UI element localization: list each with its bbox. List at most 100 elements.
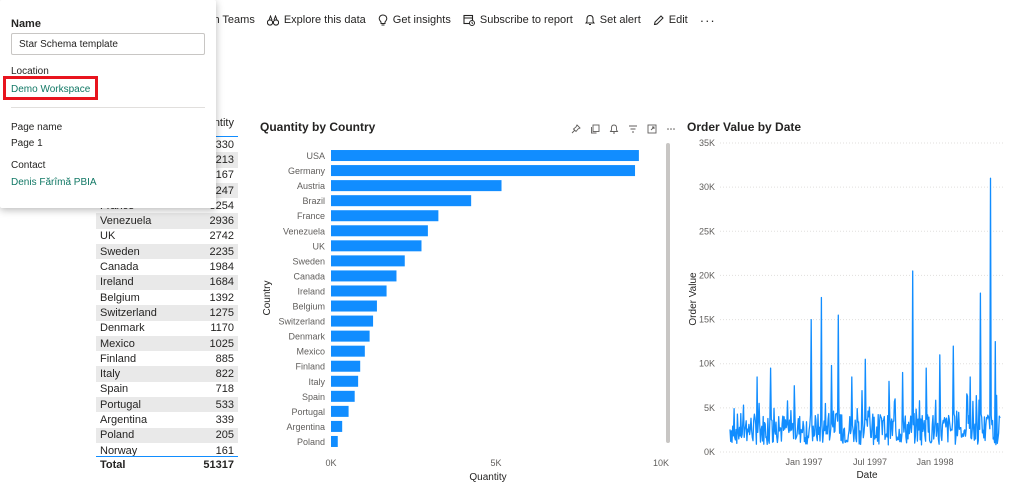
table-row[interactable]: Finland 885 <box>96 351 238 366</box>
bar[interactable] <box>331 315 374 327</box>
table-row[interactable]: Mexico 1025 <box>96 335 238 352</box>
table-row[interactable]: Denmark 1170 <box>96 321 238 336</box>
more-options-icon[interactable] <box>663 122 678 136</box>
x-tick-label: 10K <box>653 458 669 468</box>
bar[interactable] <box>331 435 338 447</box>
bar[interactable] <box>331 270 397 282</box>
bar[interactable] <box>331 255 405 267</box>
x-axis-title: Date <box>856 470 878 481</box>
toolbar-item-label: Edit <box>668 14 688 26</box>
copy-icon[interactable] <box>587 122 602 136</box>
table-row[interactable]: Switzerland 1275 <box>96 305 238 321</box>
set-alert-button[interactable]: Set alert <box>579 8 647 32</box>
bar[interactable] <box>331 150 639 162</box>
alert-bell-icon[interactable] <box>606 122 621 136</box>
edit-button[interactable]: Edit <box>647 8 694 32</box>
chart-scrollbar[interactable] <box>666 143 670 443</box>
panel-divider <box>11 107 205 108</box>
contact-link[interactable]: Denis Fărîmă PBIA <box>11 177 97 188</box>
x-tick-label: Jan 1997 <box>785 457 822 467</box>
quantity-cell: 2742 <box>209 230 234 243</box>
bar[interactable] <box>331 420 343 432</box>
table-row[interactable]: Portugal 533 <box>96 397 238 413</box>
name-label: Name <box>11 18 41 30</box>
quantity-cell: 885 <box>215 352 234 365</box>
bar[interactable] <box>331 405 349 417</box>
report-name-field[interactable]: Star Schema template <box>11 33 205 55</box>
bar[interactable] <box>331 345 365 357</box>
quantity-by-country-chart[interactable]: USA Germany Austria Brazil France Venezuela UK… <box>255 138 680 488</box>
country-cell: Canada <box>100 261 139 274</box>
quantity-cell: 339 <box>215 413 234 426</box>
category-label: Denmark <box>288 332 325 342</box>
order-value-by-date-chart[interactable]: 0K 5K 10K 15K 20K 25K 30K 35K Jan 1997 Jul 1997 Ja… <box>682 134 1017 486</box>
bar[interactable] <box>331 225 428 237</box>
country-cell: Poland <box>100 429 135 442</box>
quantity-cell: 533 <box>215 398 234 411</box>
explore-data-button[interactable]: Explore this data <box>261 8 372 32</box>
bar[interactable] <box>331 330 370 342</box>
category-label: Germany <box>288 166 326 176</box>
quantity-cell: 161 <box>215 444 234 457</box>
bar[interactable] <box>331 240 422 252</box>
bar[interactable] <box>331 165 636 177</box>
x-tick-label: 0K <box>325 458 336 468</box>
get-insights-button[interactable]: Get insights <box>372 8 457 32</box>
y-tick-label: 30K <box>699 182 715 192</box>
toolbar-item-label: Set alert <box>599 14 641 26</box>
table-row[interactable]: Spain 718 <box>96 382 238 397</box>
country-cell: Italy <box>100 368 121 381</box>
bar[interactable] <box>331 300 377 312</box>
country-cell: Portugal <box>100 398 141 411</box>
bar[interactable] <box>331 210 439 222</box>
filter-icon[interactable] <box>625 122 640 136</box>
total-value: 51317 <box>203 458 234 471</box>
table-row[interactable]: Ireland 1684 <box>96 274 238 290</box>
toolbar-item-label: Explore this data <box>283 14 366 26</box>
bar[interactable] <box>331 195 472 207</box>
category-label: USA <box>306 151 325 161</box>
location-link[interactable]: Demo Workspace <box>11 84 91 95</box>
more-options-button[interactable]: ··· <box>699 12 716 28</box>
table-row[interactable]: Venezuela 2936 <box>96 213 238 229</box>
page-name-label: Page name <box>11 122 63 133</box>
location-label: Location <box>11 66 49 77</box>
category-label: Italy <box>308 377 325 387</box>
country-cell: Sweden <box>100 245 140 258</box>
country-cell: Mexico <box>100 337 135 350</box>
chat-in-teams-button[interactable]: in Teams <box>205 8 261 32</box>
table-row[interactable]: Sweden 2235 <box>96 244 238 260</box>
report-info-panel: Name Star Schema template Location Demo … <box>0 0 216 208</box>
table-header-quantity[interactable]: ntity <box>213 117 234 129</box>
y-tick-label: 20K <box>699 270 715 280</box>
category-label: Venezuela <box>283 226 325 236</box>
y-axis-title: Order Value <box>688 272 699 326</box>
toolbar-item-label: Get insights <box>392 14 451 26</box>
category-label: Ireland <box>297 286 325 296</box>
quantity-cell: 2235 <box>209 245 234 258</box>
order-value-series-line[interactable] <box>729 177 1001 446</box>
bar[interactable] <box>331 390 355 402</box>
highlight-box <box>3 76 98 100</box>
bar[interactable] <box>331 375 359 387</box>
pin-icon[interactable] <box>568 122 583 136</box>
table-row[interactable]: Norway 161 <box>96 443 238 458</box>
y-axis-title: Country <box>262 280 273 315</box>
country-cell: Ireland <box>100 276 134 289</box>
quantity-cell: 1984 <box>209 261 234 274</box>
bar[interactable] <box>331 180 502 192</box>
table-row[interactable]: Italy 822 <box>96 366 238 382</box>
bell-icon <box>584 14 595 25</box>
y-tick-label: 5K <box>704 403 715 413</box>
bar[interactable] <box>331 285 387 297</box>
bar[interactable] <box>331 360 361 372</box>
subscribe-button[interactable]: Subscribe to report <box>457 8 579 32</box>
category-label: Belgium <box>292 302 325 312</box>
table-row[interactable]: Belgium 1392 <box>96 290 238 305</box>
table-row[interactable]: UK 2742 <box>96 229 238 244</box>
focus-mode-icon[interactable] <box>644 122 659 136</box>
table-row[interactable]: Argentina 339 <box>96 412 238 427</box>
table-row[interactable]: Canada 1984 <box>96 259 238 274</box>
table-row[interactable]: Poland 205 <box>96 427 238 443</box>
category-label: France <box>297 211 325 221</box>
